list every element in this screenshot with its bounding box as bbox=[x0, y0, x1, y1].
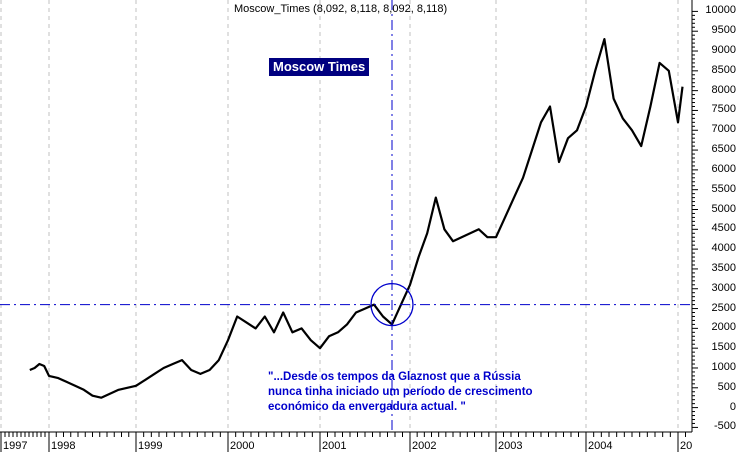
y-axis-label: 9500 bbox=[711, 24, 736, 37]
y-axis-label: 6000 bbox=[711, 162, 736, 175]
x-axis-label: 1998 bbox=[51, 440, 76, 452]
y-axis-label: -500 bbox=[713, 420, 736, 433]
x-axis-label: 2000 bbox=[230, 440, 255, 452]
y-axis-label: 5500 bbox=[711, 182, 736, 195]
y-axis-label: 1500 bbox=[711, 341, 736, 354]
y-axis-label: 10000 bbox=[705, 4, 736, 17]
chart-title: Moscow_Times (8,092, 8,118, 8,092, 8,118… bbox=[234, 3, 448, 15]
y-axis-label: 3000 bbox=[711, 281, 736, 294]
x-axis-label: 2002 bbox=[412, 440, 437, 452]
quote-annotation: "...Desde os tempos da Glaznost que a Rú… bbox=[268, 371, 533, 413]
moscow-times-badge: Moscow Times bbox=[269, 58, 370, 76]
y-axis-label: 8000 bbox=[711, 83, 736, 96]
highlight-circle bbox=[370, 282, 414, 327]
y-axis-label: 4000 bbox=[711, 242, 736, 255]
y-axis-label: 7000 bbox=[711, 123, 736, 136]
y-axis-label: 500 bbox=[717, 380, 736, 393]
y-axis-label: 9000 bbox=[711, 44, 736, 57]
y-axis-label: 0 bbox=[729, 400, 736, 413]
price-line bbox=[29, 38, 684, 399]
x-axis-label: 2003 bbox=[498, 440, 523, 452]
y-axis-label: 2500 bbox=[711, 301, 736, 314]
x-axis-label: 2004 bbox=[588, 440, 613, 452]
x-axis-label: 20 bbox=[680, 440, 693, 452]
y-axis-label: 3500 bbox=[711, 261, 736, 274]
y-axis-label: 5000 bbox=[711, 202, 736, 215]
y-axis-label: 1000 bbox=[711, 360, 736, 373]
y-axis-label: 2000 bbox=[711, 321, 736, 334]
x-axis-label: 1997 bbox=[3, 440, 28, 452]
y-axis-label: 8500 bbox=[711, 63, 736, 76]
y-axis-label: 6500 bbox=[711, 143, 736, 156]
x-axis-label: 1999 bbox=[138, 440, 163, 452]
y-axis-label: 7500 bbox=[711, 103, 736, 116]
y-axis-label: 4500 bbox=[711, 222, 736, 235]
x-axis-label: 2001 bbox=[322, 440, 347, 452]
